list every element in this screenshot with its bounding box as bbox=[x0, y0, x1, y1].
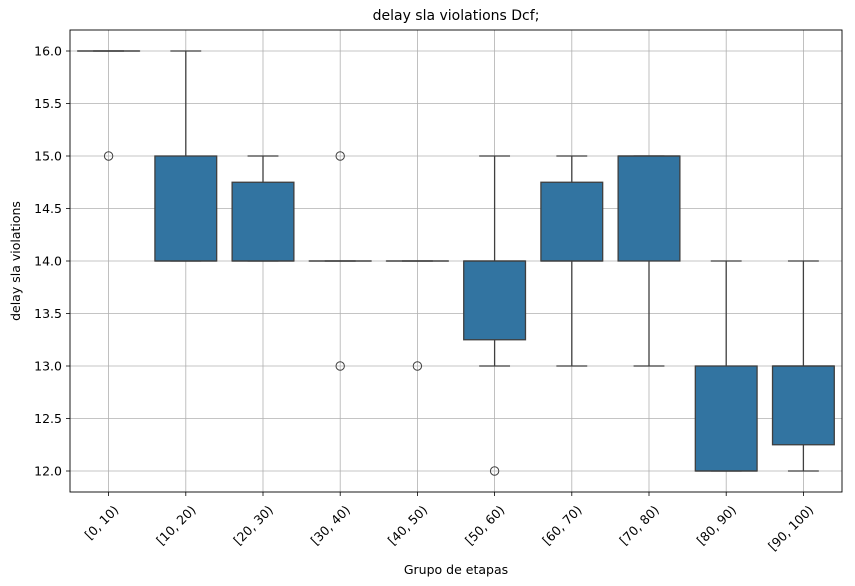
box-90-100 bbox=[771, 260, 835, 472]
chart-title: delay sla violations Dcf; bbox=[373, 8, 540, 24]
y-tick-label: 12.0 bbox=[34, 464, 62, 479]
y-tick-label: 13.0 bbox=[34, 359, 62, 374]
y-axis-label: delay sla violations bbox=[8, 201, 23, 321]
x-tick-label: [20, 30) bbox=[230, 502, 276, 548]
y-tick-label: 14.5 bbox=[34, 201, 62, 216]
x-tick-label: [40, 50) bbox=[385, 502, 431, 548]
outlier-point bbox=[489, 466, 500, 476]
outlier-point bbox=[335, 151, 345, 161]
x-tick-label: [70, 80) bbox=[616, 502, 662, 548]
x-axis-label: Grupo de etapas bbox=[404, 562, 508, 577]
y-tick-label: 16.0 bbox=[34, 44, 62, 59]
box-40-50 bbox=[385, 260, 449, 371]
y-tick-label: 12.5 bbox=[34, 411, 62, 426]
box-body bbox=[154, 155, 218, 262]
box-body bbox=[231, 181, 295, 262]
x-tick-label: [90, 100) bbox=[765, 502, 816, 553]
box-60-70 bbox=[540, 155, 604, 367]
box-80-90 bbox=[694, 260, 758, 472]
y-tick-label: 15.5 bbox=[34, 96, 62, 111]
y-tick-label: 13.5 bbox=[34, 306, 62, 321]
x-tick-label: [80, 90) bbox=[693, 502, 739, 548]
outlier-point bbox=[412, 361, 423, 371]
axis-ticks: 12.0 12.5 13.0 13.5 14.0 14.5 15.0 15.5 16.0 [0, … bbox=[34, 44, 816, 554]
box-body bbox=[771, 365, 835, 446]
box-50-60 bbox=[463, 155, 527, 476]
box-20-30 bbox=[231, 155, 295, 262]
y-tick-label: 14.0 bbox=[34, 254, 62, 269]
box-30-40 bbox=[308, 151, 372, 371]
box-10-20 bbox=[154, 50, 218, 262]
box-0-10 bbox=[77, 50, 141, 161]
x-tick-label: [10, 20) bbox=[153, 502, 199, 548]
outlier-point bbox=[335, 361, 345, 371]
boxes bbox=[77, 50, 835, 476]
x-tick-label: [30, 40) bbox=[307, 502, 353, 548]
box-body bbox=[540, 181, 604, 262]
x-tick-label: [50, 60) bbox=[462, 502, 508, 548]
box-body bbox=[694, 365, 758, 472]
box-body bbox=[463, 260, 527, 341]
outlier-point bbox=[103, 151, 114, 161]
box-70-80 bbox=[617, 155, 681, 367]
x-tick-label: [0, 10) bbox=[82, 502, 122, 542]
y-tick-label: 15.0 bbox=[34, 149, 62, 164]
x-tick-label: [60, 70) bbox=[539, 502, 585, 548]
box-body bbox=[617, 155, 681, 262]
